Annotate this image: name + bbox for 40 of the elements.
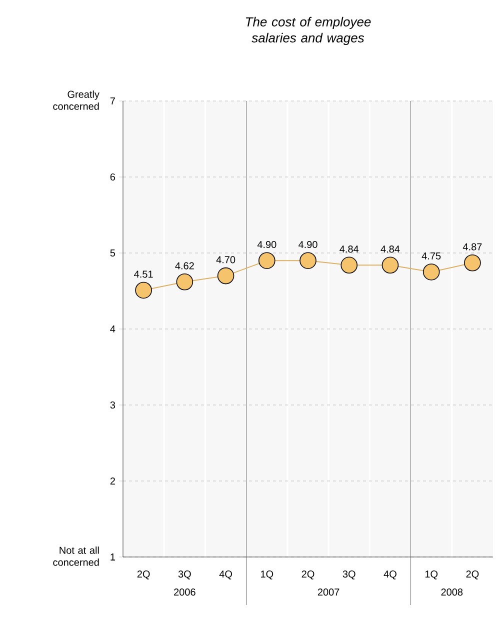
text: Greatly concerned [53, 90, 100, 110]
point [464, 254, 481, 272]
y-tick-label: 3 [110, 401, 116, 409]
y-tick-label: 5 [110, 250, 116, 256]
text: 2007 [318, 588, 340, 596]
x-tick-label: 4Q [384, 570, 396, 580]
data-label: 4.62 [175, 262, 194, 270]
x-tick-label: 1Q [260, 570, 274, 580]
text: Not at all concerned [53, 546, 99, 566]
data-label: 4.70 [216, 256, 236, 264]
point [258, 252, 276, 269]
x-tick-label: 3Q [342, 570, 356, 580]
point [382, 256, 399, 274]
point [217, 267, 234, 284]
x-tick-label: 2Q [302, 570, 314, 580]
y-tick-label: 6 [110, 173, 116, 181]
y-tick-label: 1 [110, 554, 115, 560]
point [422, 264, 440, 280]
text: 2006 [174, 588, 196, 596]
x-tick-label: 1Q [425, 570, 438, 580]
point [340, 256, 358, 274]
data-label: 4.75 [422, 252, 441, 260]
data-label: 4.90 [257, 240, 276, 248]
x-tick-label: 3Q [178, 570, 191, 580]
x-tick-label: 4Q [219, 570, 232, 580]
point [135, 282, 152, 299]
x-tick-label: 2Q [137, 570, 150, 580]
data-label: 4.90 [298, 240, 318, 248]
chart-title: The cost of employee salaries and wages [246, 16, 371, 46]
x-tick-label: 2Q [466, 570, 479, 580]
data-label: 4.84 [340, 246, 359, 253]
point [300, 252, 316, 269]
y-tick-label: 7 [110, 98, 115, 104]
y-tick-label: 2 [110, 478, 115, 484]
point [176, 273, 194, 290]
text: 2008 [441, 588, 463, 596]
data-label: 4.51 [134, 270, 153, 278]
data-label: 4.84 [380, 246, 400, 253]
data-label: 4.87 [462, 243, 482, 250]
y-tick-label: 4 [110, 326, 116, 332]
